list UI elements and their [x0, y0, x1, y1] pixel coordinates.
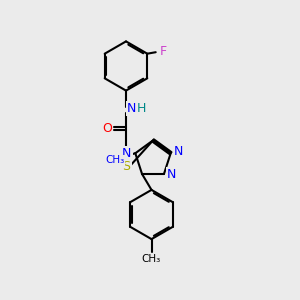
Text: F: F	[159, 45, 167, 58]
Text: O: O	[102, 122, 112, 135]
Text: CH₃: CH₃	[106, 155, 125, 166]
Text: N: N	[167, 168, 176, 181]
Text: H: H	[137, 102, 146, 115]
Text: N: N	[122, 147, 132, 160]
Text: N: N	[127, 102, 136, 115]
Text: N: N	[174, 145, 183, 158]
Text: CH₃: CH₃	[142, 254, 161, 264]
Text: S: S	[123, 160, 130, 173]
